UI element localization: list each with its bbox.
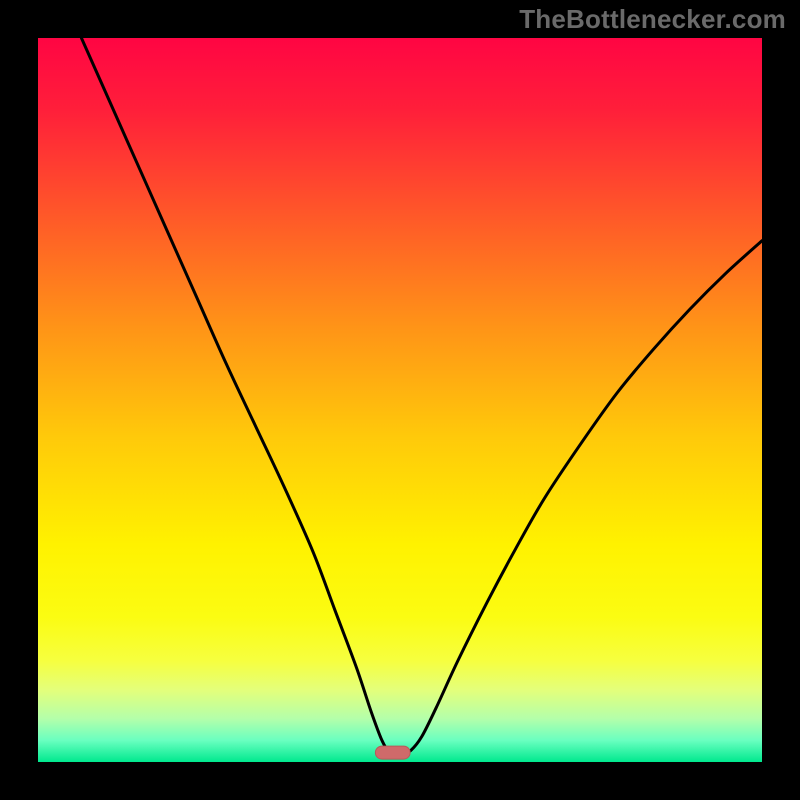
chart-background [38, 38, 762, 762]
watermark-text: TheBottlenecker.com [519, 4, 786, 35]
chart-svg [38, 38, 762, 762]
plot-area [38, 38, 762, 762]
chart-frame: TheBottlenecker.com [0, 0, 800, 800]
optimal-point-marker [375, 746, 410, 759]
